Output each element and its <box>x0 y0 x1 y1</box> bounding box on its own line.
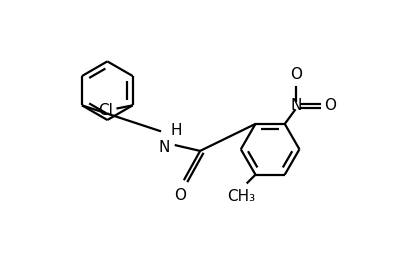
Text: Cl: Cl <box>98 103 113 118</box>
Text: O: O <box>174 188 186 203</box>
Text: N: N <box>159 139 170 155</box>
Text: O: O <box>290 67 302 82</box>
Text: O: O <box>324 98 336 114</box>
Text: CH₃: CH₃ <box>227 189 255 204</box>
Text: N: N <box>291 98 302 114</box>
Text: H: H <box>171 123 182 138</box>
